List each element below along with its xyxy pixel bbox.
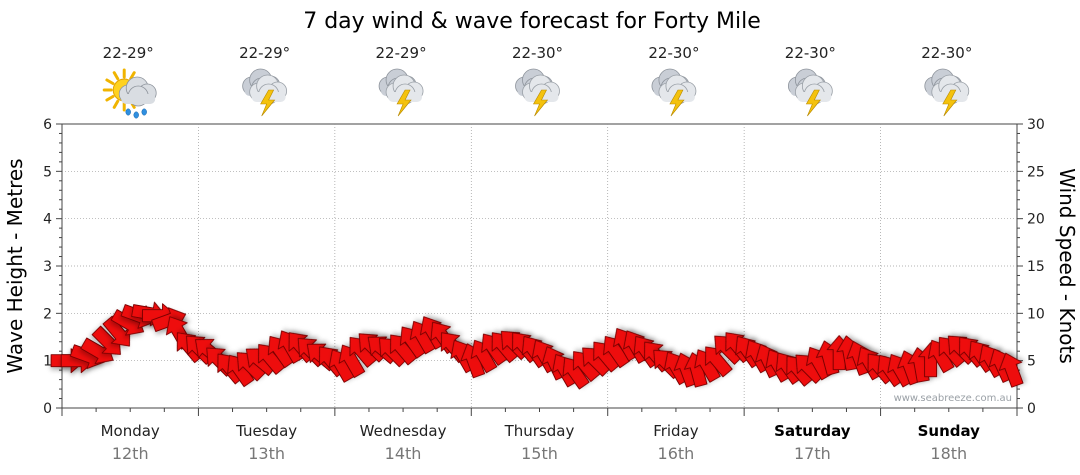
lightning-bolt [805, 89, 821, 117]
day-name-label: Monday [101, 422, 160, 440]
day-temp-label: 22-30° [512, 44, 563, 62]
wind-arrow [705, 346, 733, 378]
rain-drop [133, 111, 139, 119]
wind-speed-axis: 0 5 10 15 20 25 30 [1017, 117, 1045, 417]
storm-icon [924, 68, 970, 117]
day-temp-label: 22-30° [648, 44, 699, 62]
lightning-bolt [532, 89, 549, 117]
day-name-label: Thursday [504, 422, 575, 440]
grid-lines [62, 124, 1017, 408]
storm-icon [515, 68, 560, 117]
y2-tick-label: 25 [1027, 164, 1045, 180]
y2-tick-label: 0 [1027, 401, 1036, 417]
y-tick-label: 3 [43, 259, 52, 275]
y-tick-label: 1 [43, 354, 52, 370]
lightning-bolt [260, 89, 276, 117]
day-temp-label: 22-29° [239, 44, 290, 62]
day-temp-label: 22-29° [103, 44, 154, 62]
day-date-label: 14th [385, 444, 422, 463]
cloud-shape [118, 76, 157, 107]
y2-tick-label: 30 [1027, 117, 1045, 133]
day-header-row: 22-29° 22-29° 22-29° 22-30° 22-30° 22-30° 22-3… [102, 44, 972, 119]
day-date-label: 13th [248, 444, 285, 463]
sun-cloud-rain-icon [102, 68, 157, 119]
rain-drop [125, 108, 131, 116]
rain-drop [141, 108, 147, 116]
wind-arrow-series [50, 301, 1024, 390]
y2-tick-label: 20 [1027, 212, 1045, 228]
credit-label: www.seabreeze.com.au [894, 393, 1012, 404]
wind-arrow [102, 315, 131, 347]
lightning-bolt [669, 89, 685, 117]
day-temp-label: 22-30° [785, 44, 836, 62]
storm-icon [242, 68, 288, 117]
y-axis-label: Wave Height - Metres [3, 158, 27, 373]
day-temp-label: 22-29° [376, 44, 427, 62]
day-date-label: 12th [112, 444, 149, 463]
day-name-label: Saturday [774, 422, 851, 440]
day-name-label: Sunday [918, 422, 981, 440]
y-tick-label: 6 [43, 117, 52, 133]
day-name-label: Friday [653, 422, 699, 440]
day-name-label: Wednesday [360, 422, 447, 440]
y2-tick-label: 15 [1027, 259, 1045, 275]
day-name-label: Tuesday [235, 422, 297, 440]
y2-tick-label: 10 [1027, 306, 1045, 322]
day-date-label: 17th [794, 444, 831, 463]
y2-axis-label: Wind Speed - Knots [1055, 168, 1079, 364]
y-tick-label: 0 [43, 401, 52, 417]
storm-icon [651, 68, 697, 117]
day-date-label: 15th [521, 444, 558, 463]
y-tick-label: 4 [43, 212, 52, 228]
y-tick-label: 2 [43, 306, 52, 322]
wave-height-axis: 0 1 2 3 4 5 6 [43, 117, 62, 417]
y-tick-label: 5 [43, 164, 52, 180]
chart-title: 7 day wind & wave forecast for Forty Mil… [303, 9, 761, 34]
day-label-row: Monday 12th Tuesday 13th Wednesday 14th Thursd… [61, 408, 1018, 463]
storm-icon [378, 68, 424, 117]
day-date-label: 18th [930, 444, 967, 463]
y2-tick-label: 5 [1027, 354, 1036, 370]
lightning-bolt [396, 89, 412, 117]
lightning-bolt [942, 89, 958, 117]
wind-arrow [998, 352, 1024, 388]
day-date-label: 16th [658, 444, 695, 463]
day-temp-label: 22-30° [921, 44, 972, 62]
storm-icon [787, 68, 833, 117]
